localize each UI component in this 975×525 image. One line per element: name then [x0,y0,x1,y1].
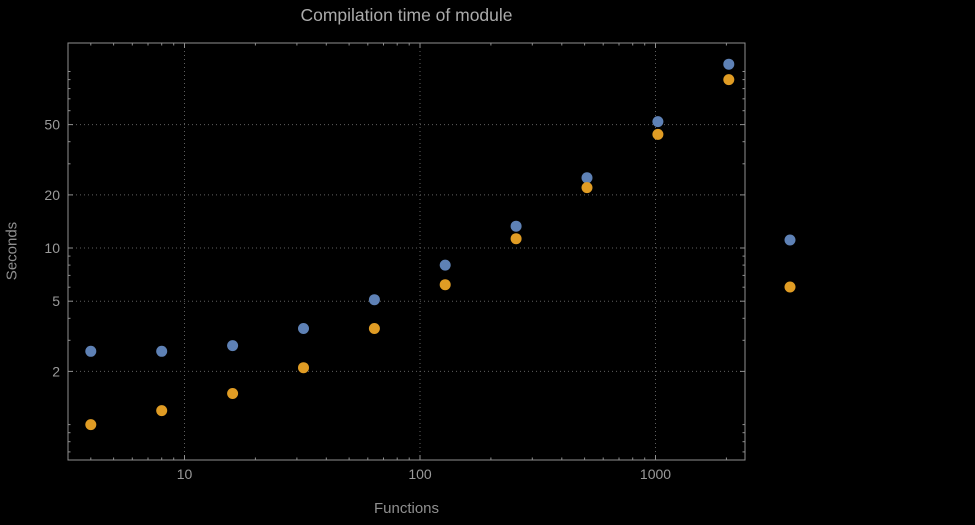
data-point-series-1 [85,345,97,357]
y-axis-label: Seconds [3,221,21,281]
x-tick-label: 100 [408,466,432,482]
data-point-series-2 [652,128,664,140]
data-point-series-1 [723,58,735,70]
data-point-series-2 [85,419,97,431]
data-point-series-1 [227,340,239,352]
legend-marker-series-2 [784,281,796,293]
y-tick-label: 5 [52,293,60,309]
data-point-series-1 [581,172,593,184]
data-point-series-2 [156,405,168,417]
data-point-series-2 [510,233,522,245]
legend-marker-series-1 [784,234,796,246]
y-tick-label: 50 [44,117,60,133]
data-point-series-1 [298,323,309,334]
data-point-series-1 [652,116,664,128]
data-point-series-2 [227,388,239,399]
y-tick-label: 20 [44,187,60,203]
y-tick-label: 2 [52,363,60,379]
data-point-series-2 [723,74,735,86]
plot-frame [67,42,746,461]
x-tick-label: 10 [177,466,193,482]
x-axis-label: Functions [373,500,440,517]
data-point-series-1 [510,220,522,232]
y-tick-label: 10 [44,240,60,256]
data-point-series-2 [439,279,451,291]
data-point-series-1 [439,259,451,271]
chart-title: Compilation time of module [300,5,513,25]
data-point-series-1 [156,345,168,357]
data-point-series-2 [298,362,309,374]
data-point-series-2 [581,182,593,194]
x-tick-label: 1000 [640,466,671,482]
data-point-series-2 [368,323,380,334]
data-point-series-1 [368,294,380,306]
